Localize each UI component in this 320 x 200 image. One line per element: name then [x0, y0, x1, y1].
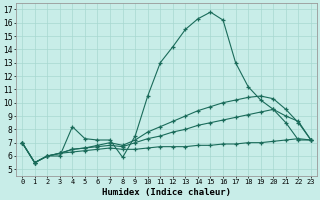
X-axis label: Humidex (Indice chaleur): Humidex (Indice chaleur) — [102, 188, 231, 197]
